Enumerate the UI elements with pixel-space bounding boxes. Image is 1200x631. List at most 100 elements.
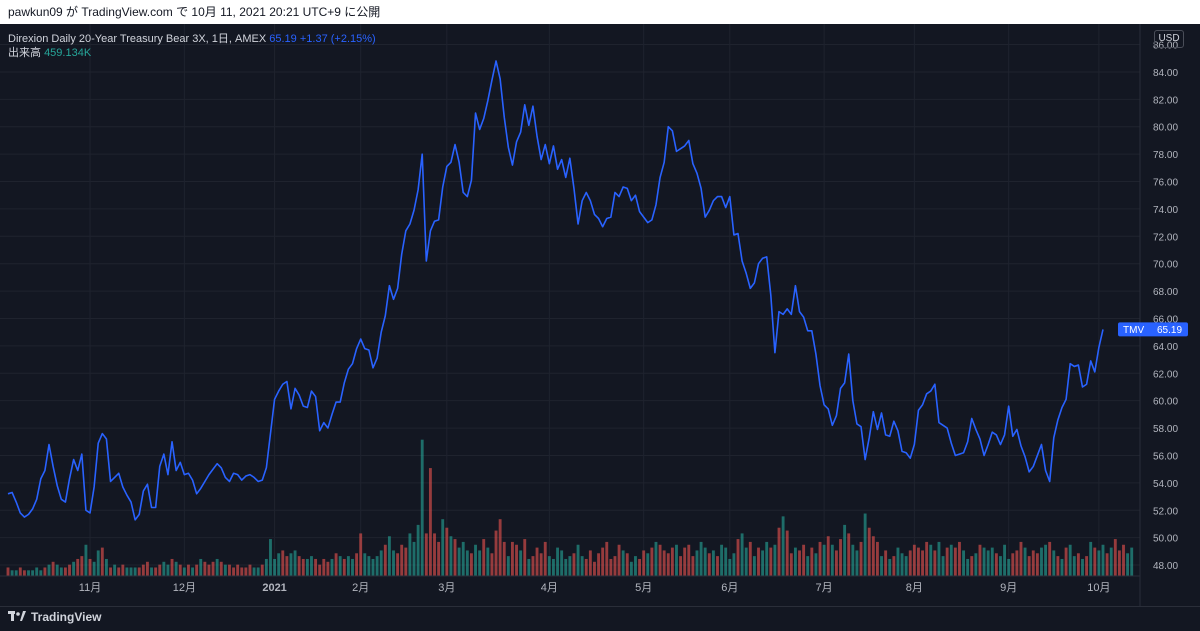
volume-bar	[318, 564, 322, 576]
volume-bar	[793, 547, 797, 576]
volume-bar	[322, 558, 326, 576]
volume-bar	[584, 558, 588, 576]
volume-bar	[453, 539, 457, 576]
volume-bar	[219, 561, 223, 576]
volume-bar	[301, 558, 305, 576]
volume-bar	[941, 556, 945, 576]
volume-bar	[150, 567, 153, 576]
volume-bar	[826, 536, 830, 576]
volume-bar	[1040, 547, 1043, 576]
volume-bar	[203, 561, 207, 576]
volume-bar	[679, 556, 683, 576]
volume-bar	[359, 533, 363, 576]
volume-bar	[982, 547, 986, 576]
volume-bar	[14, 570, 18, 576]
volume-bar	[383, 544, 387, 576]
volume-value: 459.134K	[44, 47, 92, 59]
volume-bar	[474, 544, 477, 576]
volume-bar	[1076, 553, 1080, 576]
volume-bar	[498, 519, 502, 576]
volume-bar	[1097, 550, 1101, 576]
price-tick-label: 86.00	[1153, 41, 1178, 52]
volume-bar	[1122, 544, 1125, 576]
volume-bar	[1031, 550, 1035, 576]
volume-bars	[6, 439, 1134, 576]
price-line	[7, 60, 1104, 521]
volume-bar	[556, 547, 559, 576]
volume-bar	[63, 567, 67, 576]
volume-bar	[929, 544, 933, 576]
volume-bar	[1072, 556, 1076, 576]
volume-bar	[363, 553, 367, 576]
volume-bar	[703, 547, 707, 576]
last-price-tag-box	[1118, 322, 1188, 337]
volume-bar	[342, 558, 346, 576]
volume-bar	[215, 558, 219, 576]
volume-bar	[724, 547, 728, 576]
volume-bar	[773, 544, 777, 576]
symbol-title[interactable]: Direxion Daily 20-Year Treasury Bear 3X,…	[8, 33, 267, 45]
volume-bar	[1048, 541, 1052, 576]
volume-bar	[10, 570, 14, 576]
volume-bar	[576, 544, 580, 576]
volume-bar	[289, 553, 293, 576]
volume-bar	[326, 561, 330, 576]
volume-bar	[937, 541, 941, 576]
volume-bar	[162, 561, 166, 576]
price-tick-label: 70.00	[1153, 260, 1178, 271]
price-tick-label: 48.00	[1153, 561, 1178, 572]
volume-bar	[728, 558, 732, 576]
volume-bar	[404, 547, 408, 576]
volume-bar	[925, 541, 929, 576]
volume-bar	[917, 547, 920, 576]
tradingview-brand[interactable]: TradingView	[8, 610, 101, 624]
chart-area[interactable]: 86.00 84.00 82.00 80.00 78.00 76.00 74.00 72.00…	[0, 24, 1200, 606]
volume-bar	[223, 564, 227, 576]
currency-button[interactable]: USD	[1154, 30, 1184, 48]
volume-bar	[752, 556, 756, 576]
volume-bar	[121, 564, 125, 576]
volume-bar	[1093, 547, 1097, 576]
volume-bar	[1109, 547, 1113, 576]
volume-bar	[543, 541, 547, 576]
volume-bar	[654, 541, 658, 576]
volume-bar	[818, 541, 822, 576]
volume-bar	[732, 553, 736, 576]
volume-bar	[638, 558, 642, 576]
volume-bar	[55, 564, 59, 576]
volume-bar	[748, 541, 752, 576]
volume-bar	[1064, 547, 1068, 576]
volume-label[interactable]: 出来高	[8, 47, 41, 59]
volume-bar	[502, 541, 506, 576]
volume-bar	[539, 553, 543, 576]
time-tick-label: 10月	[1087, 582, 1110, 594]
volume-bar	[613, 556, 617, 576]
volume-bar	[1126, 553, 1130, 576]
volume-bar	[588, 550, 592, 576]
volume-bar	[420, 439, 424, 576]
volume-bar	[876, 541, 879, 576]
last-price: 65.19	[269, 33, 297, 45]
volume-bar	[593, 561, 596, 576]
tradingview-brand-text: TradingView	[31, 610, 102, 624]
volume-bar	[974, 553, 978, 576]
volume-bar	[191, 567, 194, 576]
volume-bar	[839, 539, 842, 576]
volume-bar	[412, 541, 416, 576]
volume-bar	[424, 533, 428, 576]
price-tick-label: 76.00	[1153, 178, 1178, 189]
volume-bar	[285, 556, 289, 576]
volume-bar	[867, 527, 871, 576]
volume-bar	[1007, 558, 1011, 576]
volume-bar	[76, 558, 80, 576]
volume-bar	[535, 547, 539, 576]
volume-bar	[859, 541, 863, 576]
volume-bar	[392, 550, 395, 576]
volume-bar	[990, 547, 994, 576]
chart-legend: Direxion Daily 20-Year Treasury Bear 3X,…	[8, 32, 376, 60]
price-tick-label: 60.00	[1153, 397, 1178, 408]
volume-bar	[293, 550, 297, 576]
volume-bar	[228, 564, 231, 576]
volume-bar	[182, 567, 186, 576]
price-chart-svg[interactable]: 86.00 84.00 82.00 80.00 78.00 76.00 74.00 72.00…	[0, 24, 1200, 606]
